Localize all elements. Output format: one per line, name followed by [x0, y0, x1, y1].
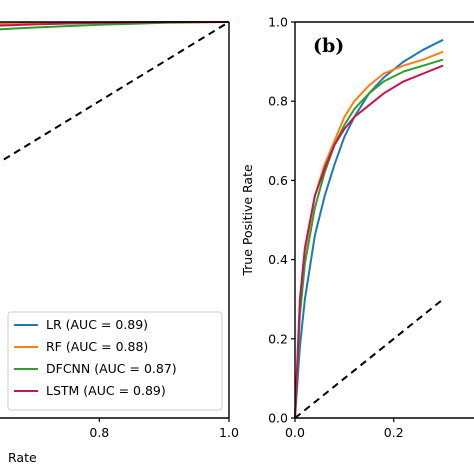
legend-label-lstm: LSTM (AUC = 0.89): [46, 383, 166, 398]
panel-a-x-axis-label: Rate: [8, 450, 37, 465]
panel-b-chance-diagonal: [294, 298, 444, 419]
panel-b-series-rf: [294, 50, 444, 419]
panel-b-label: (b): [313, 35, 344, 57]
panel-b-x-tick-label: 0.0: [285, 425, 305, 440]
panel-b-x-tick-label: 0.2: [384, 425, 404, 440]
panel-b-y-tick-label: 0.4: [268, 252, 288, 267]
panel-b-y-tick-label: 1.0: [268, 15, 288, 30]
legend-label-dfcnn: DFCNN (AUC = 0.87): [46, 361, 177, 376]
panel-b-series-lstm: [294, 64, 444, 419]
legend-label-lr: LR (AUC = 0.89): [46, 317, 148, 332]
panel-a-x-tick-label: 1.0: [219, 425, 239, 440]
panel-b-series-dfcnn: [294, 58, 444, 419]
panel-b-y-axis-label: True Positive Rate: [240, 164, 255, 277]
panel-b-y-tick-label: 0.6: [268, 173, 288, 188]
panel-b-plot-area: [294, 21, 474, 419]
legend-label-rf: RF (AUC = 0.88): [46, 339, 148, 354]
panel-b-y-tick-label: 0.0: [268, 411, 288, 426]
panel-b-y-tick-label: 0.8: [268, 94, 288, 109]
panel-b-y-tick-label: 0.2: [268, 331, 288, 346]
panel-a-chance-diagonal: [0, 21, 230, 164]
panel-b-ticks: 0.0 0.2 0.4 0.6 0.8 1.0 0.0 0.2: [268, 15, 404, 441]
panel-b-series-lr: [294, 38, 444, 419]
panel-a-legend: LR (AUC = 0.89) RF (AUC = 0.88) DFCNN (AUC…: [7, 311, 223, 411]
panel-a-x-tick-label: 0.8: [89, 425, 109, 440]
panel-a-plot-area: [0, 21, 230, 419]
panel-a: 0.60.81.0 Rate LR (AUC = 0.89)RF (AUC = …: [0, 21, 239, 465]
panel-a-ticks: 0.60.81.0: [89, 418, 239, 440]
legend-box: [7, 311, 223, 411]
panel-b: 0.0 0.2 0.4 0.6 0.8 1.0 0.0 0.2 True Positive R…: [240, 15, 474, 441]
